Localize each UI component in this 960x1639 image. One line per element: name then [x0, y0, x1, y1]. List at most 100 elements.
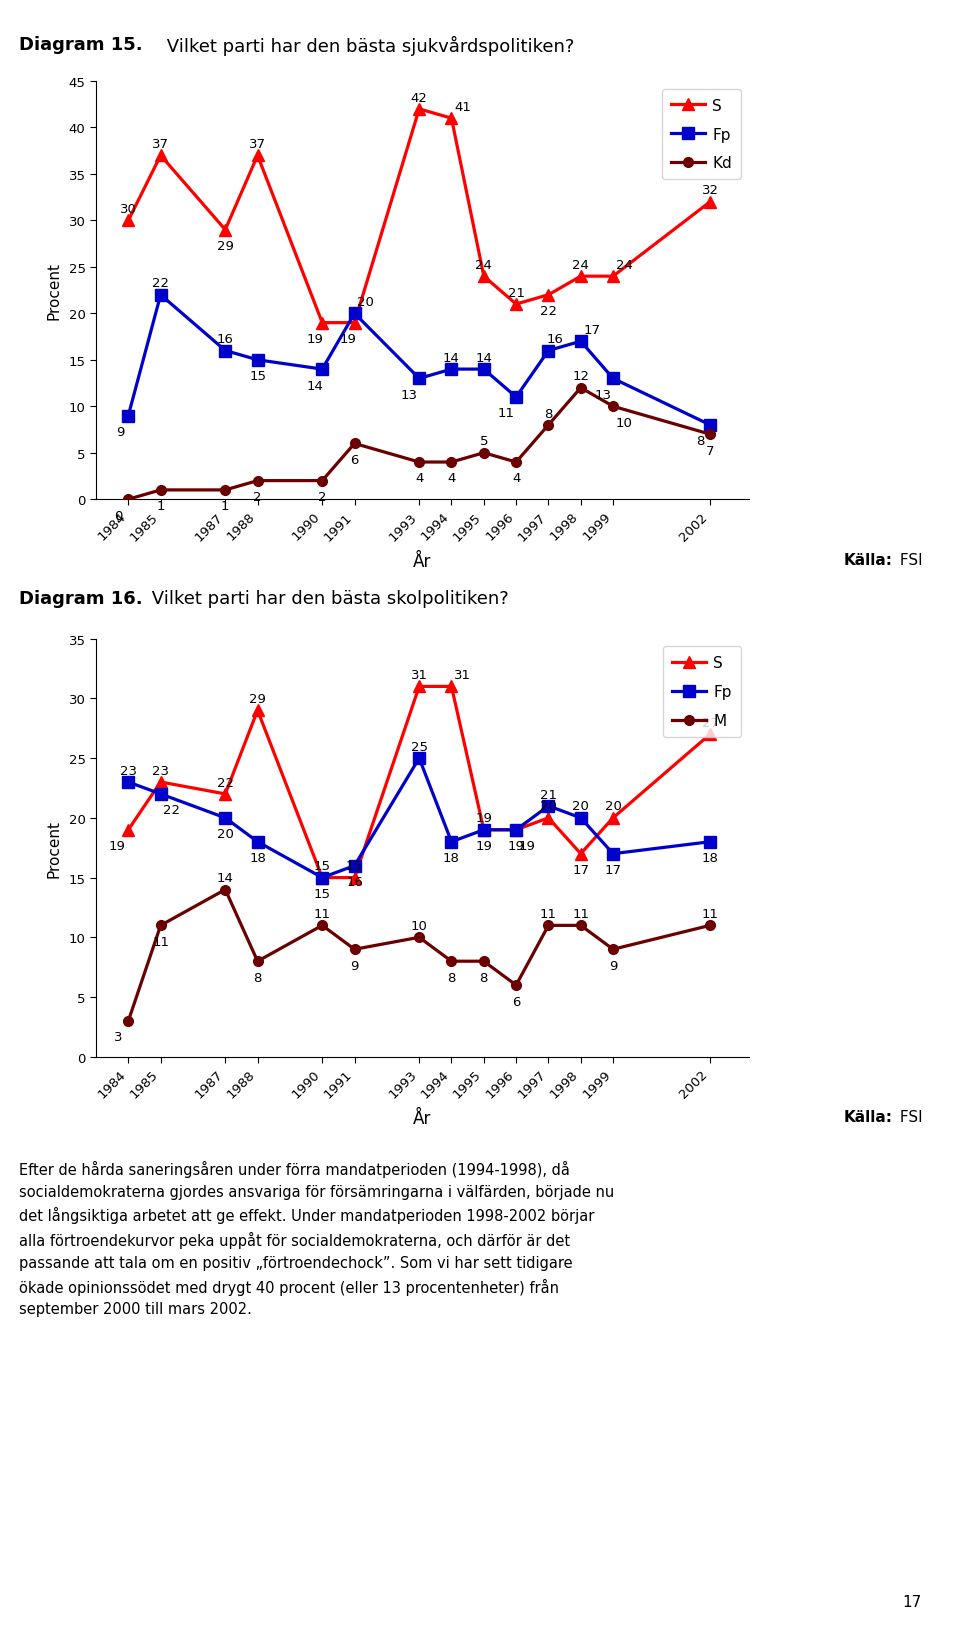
S [317, 869, 328, 888]
Kd [478, 444, 490, 464]
Text: 11: 11 [314, 908, 330, 921]
Line: M: M [124, 885, 715, 1026]
Text: 19: 19 [108, 839, 126, 852]
Line: S: S [122, 103, 716, 329]
Text: 9: 9 [609, 959, 617, 972]
Text: 2: 2 [253, 490, 262, 503]
Fp [542, 797, 554, 816]
Fp [317, 869, 328, 888]
Text: 41: 41 [454, 100, 471, 113]
Text: 18: 18 [444, 852, 460, 865]
Text: 17: 17 [605, 864, 621, 877]
Fp [123, 772, 134, 792]
S [542, 285, 554, 305]
Text: 21: 21 [540, 788, 557, 801]
Kd [608, 397, 619, 416]
Text: 11: 11 [702, 908, 718, 921]
S [705, 724, 716, 744]
S [705, 193, 716, 213]
Text: 22: 22 [152, 277, 169, 290]
S [414, 100, 425, 120]
S [317, 313, 328, 333]
Text: 37: 37 [249, 138, 266, 151]
Text: Diagram 16.: Diagram 16. [19, 590, 143, 608]
Text: 14: 14 [475, 351, 492, 364]
Text: 25: 25 [411, 741, 427, 754]
Text: 19: 19 [307, 333, 324, 346]
S [220, 785, 231, 805]
S [575, 844, 587, 864]
Text: 18: 18 [250, 852, 266, 865]
Y-axis label: Procent: Procent [47, 262, 61, 320]
Text: 19: 19 [508, 839, 524, 852]
Text: 42: 42 [411, 92, 427, 105]
S [445, 677, 457, 697]
S [511, 821, 522, 841]
Text: 29: 29 [250, 693, 266, 705]
Fp [155, 785, 166, 805]
Text: Vilket parti har den bästa skolpolitiken?: Vilket parti har den bästa skolpolitiken… [146, 590, 509, 608]
Kd [575, 379, 587, 398]
Text: 20: 20 [217, 828, 233, 841]
Text: 19: 19 [339, 333, 356, 346]
S [252, 146, 263, 166]
Text: 16: 16 [547, 333, 564, 346]
Text: 1: 1 [156, 500, 165, 513]
Text: 8: 8 [447, 970, 456, 983]
Text: Diagram 15. Vilket parti har den bästa sjukvårdspolitiken?: Diagram 15. Vilket parti har den bästa s… [19, 36, 544, 56]
Text: 19: 19 [518, 839, 536, 852]
Text: 14: 14 [444, 351, 460, 364]
Text: 1: 1 [221, 500, 229, 513]
Fp [575, 333, 587, 352]
Fp [478, 361, 490, 380]
Text: 10: 10 [411, 919, 427, 933]
Line: S: S [122, 680, 716, 885]
M [252, 952, 263, 972]
Text: 4: 4 [415, 472, 423, 485]
Fp [608, 369, 619, 388]
Text: 15: 15 [314, 860, 330, 872]
Kd [445, 452, 457, 472]
Legend: S, Fp, M: S, Fp, M [663, 647, 741, 738]
S [123, 821, 134, 841]
Fp [348, 305, 360, 325]
Text: 20: 20 [572, 800, 589, 813]
Fp [252, 833, 263, 852]
S [608, 808, 619, 828]
Text: 15: 15 [249, 370, 266, 384]
M [511, 975, 522, 995]
Kd [542, 416, 554, 436]
S [252, 701, 263, 721]
M [542, 916, 554, 936]
Text: 37: 37 [152, 138, 169, 151]
Text: 17: 17 [902, 1595, 922, 1609]
Kd [414, 452, 425, 472]
Fp [220, 341, 231, 361]
Text: Källa: FSI: Källa: FSI [823, 552, 893, 567]
M [155, 916, 166, 936]
Text: FSI: FSI [895, 552, 923, 567]
Fp [155, 285, 166, 305]
Fp [123, 406, 134, 426]
Text: 31: 31 [411, 669, 427, 682]
Fp [445, 833, 457, 852]
Kd [220, 480, 231, 500]
Text: 20: 20 [540, 800, 557, 813]
Text: 9: 9 [116, 426, 124, 439]
Text: 0: 0 [114, 510, 123, 523]
Text: 3: 3 [114, 1031, 123, 1044]
Fp [705, 833, 716, 852]
Kd [252, 472, 263, 492]
Text: 31: 31 [454, 669, 471, 682]
Text: 2: 2 [318, 490, 326, 503]
Text: 16: 16 [217, 333, 233, 346]
Text: Diagram 15.: Diagram 15. [19, 36, 143, 54]
M [445, 952, 457, 972]
M [705, 916, 716, 936]
M [348, 939, 360, 959]
M [220, 880, 231, 900]
Text: 20: 20 [357, 295, 374, 308]
S [414, 677, 425, 697]
Text: 19: 19 [475, 811, 492, 824]
Kd [511, 452, 522, 472]
